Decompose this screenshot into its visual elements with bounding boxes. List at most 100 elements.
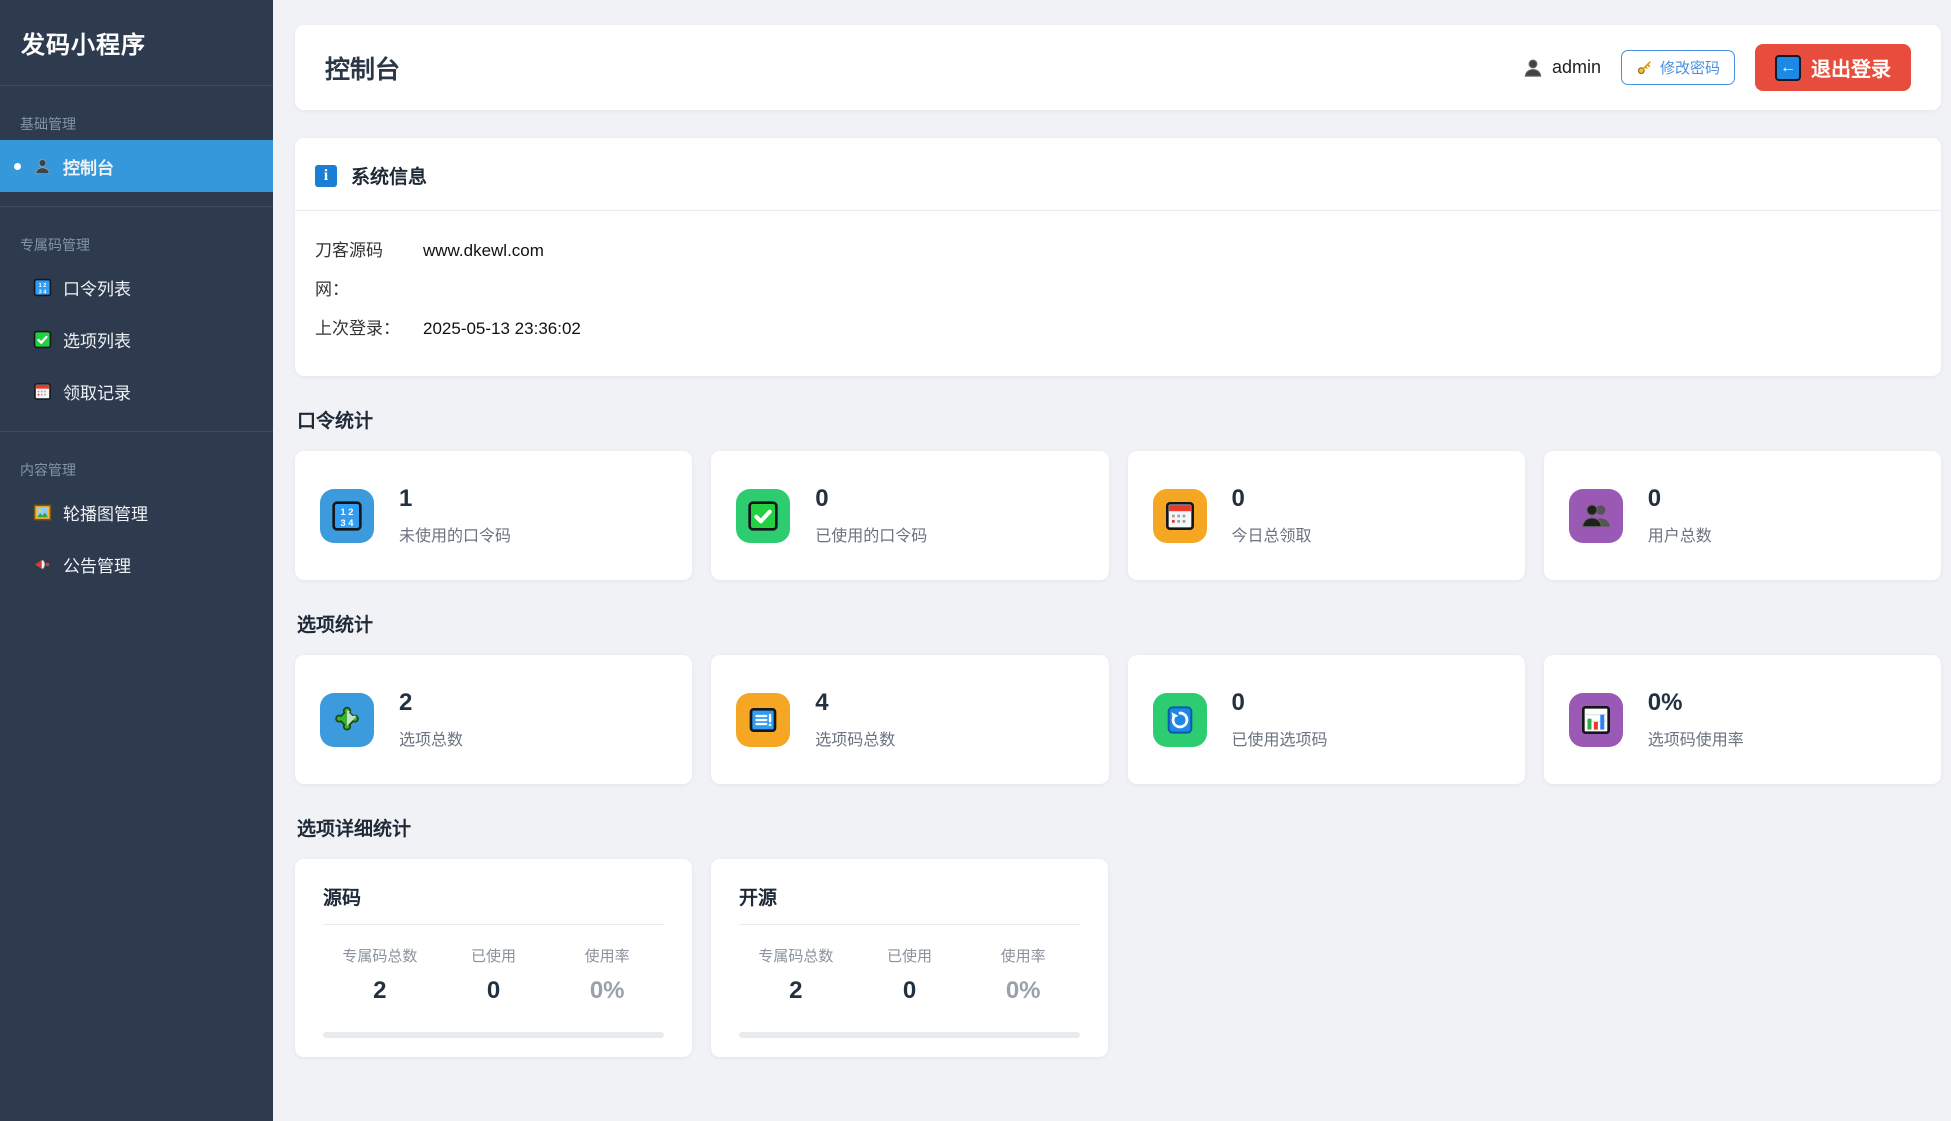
sidebar-section-basic: 基础管理 控制台 <box>0 86 273 207</box>
key-icon <box>1636 59 1653 76</box>
refresh-icon <box>1152 692 1207 747</box>
stat-value: 0 <box>1231 689 1245 717</box>
stat-label: 今日总领取 <box>1231 527 1312 545</box>
stat-card-option-codes-used: 0 已使用选项码 <box>1127 655 1525 784</box>
detail-col-used: 已使用 0 <box>853 945 967 1005</box>
column-header: 已使用 <box>887 948 933 965</box>
divider <box>739 924 1080 925</box>
system-info-rows: 刀客源码网： www.dkewl.com 上次登录： 2025-05-13 23… <box>295 211 1941 348</box>
stat-label: 已使用的口令码 <box>815 527 928 545</box>
option-detail-row: 源码 专属码总数 2 已使用 0 使用率 0% 开源 <box>295 859 1941 1057</box>
row-label: 上次登录： <box>315 319 400 338</box>
detail-col-total: 专属码总数 2 <box>323 945 437 1005</box>
usage-progress-bar <box>323 1032 664 1038</box>
system-info-card: i 系统信息 刀客源码网： www.dkewl.com 上次登录： 2025-0… <box>295 138 1941 376</box>
logout-arrow-icon: ← <box>1775 54 1801 81</box>
sidebar-item-claim-records[interactable]: 领取记录 <box>0 365 273 417</box>
svg-text:3 4: 3 4 <box>341 518 355 528</box>
stat-value: 0% <box>1647 689 1683 717</box>
column-value: 0 <box>902 977 917 1004</box>
stat-label: 选项码使用率 <box>1647 731 1744 749</box>
stat-text: 1 未使用的口令码 <box>399 485 511 546</box>
column-header: 使用率 <box>584 948 630 965</box>
column-value: 0% <box>589 977 625 1004</box>
detail-col-used: 已使用 0 <box>437 945 551 1005</box>
detail-card-opensource: 开源 专属码总数 2 已使用 0 使用率 0% <box>711 859 1108 1057</box>
column-header: 已使用 <box>471 948 517 965</box>
stat-card-used-codes: 0 已使用的口令码 <box>711 451 1109 580</box>
svg-text:1 2: 1 2 <box>341 507 354 517</box>
stat-card-total-users: 0 用户总数 <box>1543 451 1941 580</box>
row-value: www.dkewl.com <box>423 241 544 260</box>
detail-card-title: 源码 <box>323 888 362 909</box>
sidebar-item-label: 选项列表 <box>63 331 131 351</box>
sidebar-item-label: 领取记录 <box>63 383 131 403</box>
check-mark-icon <box>33 330 52 349</box>
stat-text: 0 用户总数 <box>1648 485 1712 546</box>
page-title: 控制台 <box>325 55 401 84</box>
sidebar-item-label: 轮播图管理 <box>63 504 148 524</box>
system-info-row: 上次登录： 2025-05-13 23:36:02 <box>315 309 1921 348</box>
sidebar-item-carousel[interactable]: 轮播图管理 <box>0 486 273 538</box>
stat-value: 0 <box>815 485 829 513</box>
sidebar-section-content: 内容管理 轮播图管理 公告管理 <box>0 432 273 604</box>
section-title-password-stats: 口令统计 <box>297 411 374 432</box>
sidebar-item-dashboard[interactable]: 控制台 <box>0 140 273 192</box>
column-header: 专属码总数 <box>758 948 834 965</box>
stat-label: 用户总数 <box>1647 527 1712 545</box>
column-value: 0% <box>1005 977 1041 1004</box>
calendar-icon <box>33 382 52 401</box>
column-value: 2 <box>373 977 387 1004</box>
sidebar-item-announcements[interactable]: 公告管理 <box>0 538 273 590</box>
section-label-basic: 基础管理 <box>20 116 76 132</box>
system-info-row: 刀客源码网： www.dkewl.com <box>315 231 1921 309</box>
stat-text: 0 今日总领取 <box>1232 485 1312 546</box>
column-header: 使用率 <box>1000 948 1046 965</box>
sidebar-item-label: 公告管理 <box>63 556 131 576</box>
sidebar-item-label: 控制台 <box>63 158 114 178</box>
row-label: 刀客源码网： <box>315 241 383 299</box>
stat-text: 0% 选项码使用率 <box>1648 689 1744 750</box>
stat-value: 0 <box>1647 485 1662 513</box>
section-title-option-detail: 选项详细统计 <box>297 819 412 840</box>
puzzle-icon <box>320 692 374 747</box>
sidebar-item-option-list[interactable]: 选项列表 <box>0 313 273 365</box>
logout-label: 退出登录 <box>1811 59 1891 81</box>
user-icon <box>33 157 52 176</box>
stat-text: 0 已使用选项码 <box>1232 689 1328 750</box>
detail-col-total: 专属码总数 2 <box>739 945 853 1005</box>
detail-col-rate: 使用率 0% <box>966 945 1080 1005</box>
calendar-icon <box>1152 488 1207 543</box>
change-password-button[interactable]: 修改密码 <box>1620 50 1735 85</box>
header-actions: admin 修改密码 ← 退出登录 <box>1522 44 1911 91</box>
users-icon <box>1568 488 1623 543</box>
stat-label: 选项码总数 <box>815 731 896 749</box>
page-header: 控制台 admin 修改密码 ← 退出登录 <box>295 25 1941 110</box>
section-label-content: 内容管理 <box>20 462 76 478</box>
stat-label: 已使用选项码 <box>1231 731 1328 749</box>
column-value: 0 <box>486 977 501 1004</box>
change-password-label: 修改密码 <box>1659 60 1720 77</box>
stat-card-option-usage-rate: 0% 选项码使用率 <box>1543 655 1941 784</box>
column-header: 专属码总数 <box>342 948 418 965</box>
stat-label: 选项总数 <box>399 731 464 749</box>
stat-value: 2 <box>399 689 413 717</box>
stat-value: 4 <box>815 689 829 717</box>
main-content: 控制台 admin 修改密码 ← 退出登录 i 系统信息 <box>273 0 1951 1121</box>
logout-button[interactable]: ← 退出登录 <box>1755 44 1911 91</box>
detail-columns: 专属码总数 2 已使用 0 使用率 0% <box>739 945 1080 1005</box>
app-title: 发码小程序 <box>0 0 273 86</box>
divider <box>323 924 664 925</box>
detail-columns: 专属码总数 2 已使用 0 使用率 0% <box>323 945 664 1005</box>
detail-col-rate: 使用率 0% <box>550 945 664 1005</box>
divider <box>295 210 1941 211</box>
bar-chart-icon <box>1568 692 1623 747</box>
stat-card-today-claims: 0 今日总领取 <box>1127 451 1525 580</box>
check-mark-icon <box>736 488 791 543</box>
